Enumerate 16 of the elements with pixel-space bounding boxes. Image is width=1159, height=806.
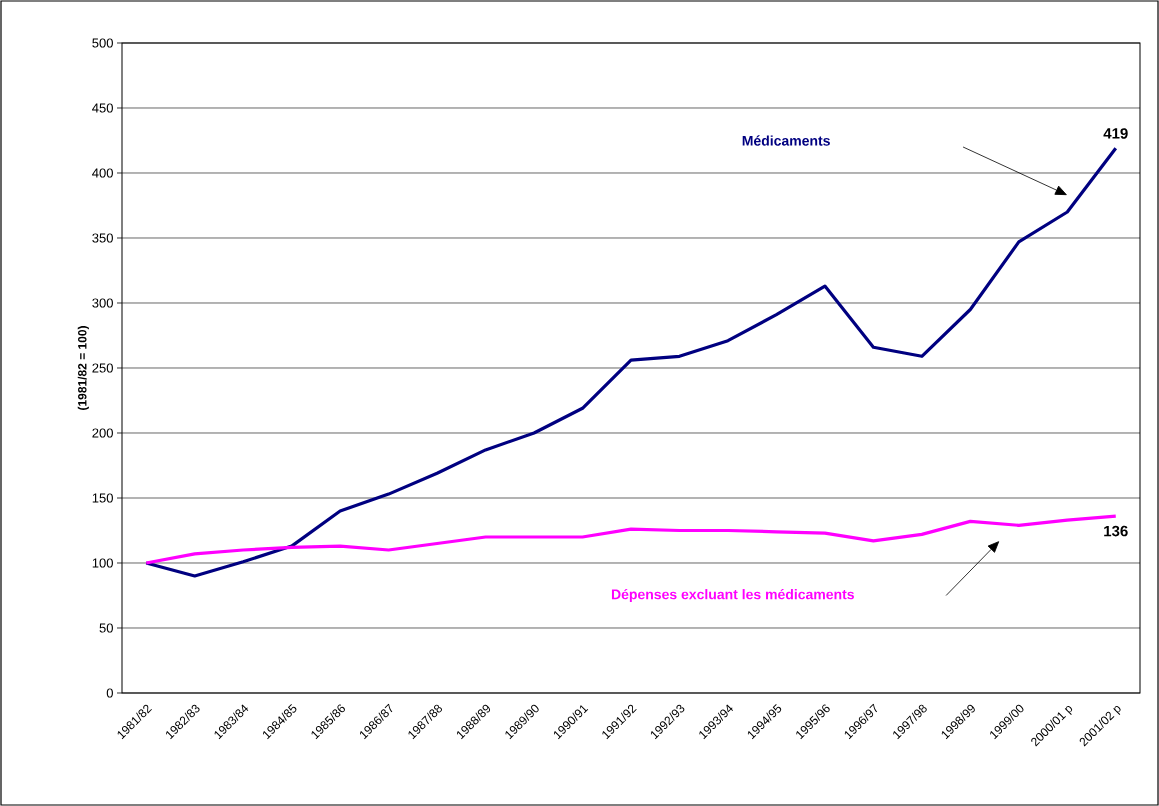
y-tick-label: 100 <box>92 558 113 568</box>
y-tick-label: 500 <box>92 38 113 48</box>
text: Dépenses excluant les médicaments <box>611 588 854 603</box>
text: Médicaments <box>742 135 830 146</box>
y-tick-label: 350 <box>92 233 113 243</box>
y-tick-label: 150 <box>92 493 113 503</box>
y-tick-label: 0 <box>106 688 113 698</box>
data-label: 136 <box>1104 525 1128 537</box>
y-tick-label: 300 <box>92 298 113 308</box>
data-label: 419 <box>1103 128 1128 139</box>
y-tick-label: 450 <box>92 103 113 113</box>
y-tick-label: 50 <box>99 623 113 633</box>
y-tick-label: 200 <box>92 428 113 438</box>
y-tick-label: 250 <box>92 363 113 373</box>
y-axis-title: (1981/82 = 100) <box>77 326 89 410</box>
y-tick-label: 400 <box>92 168 113 178</box>
